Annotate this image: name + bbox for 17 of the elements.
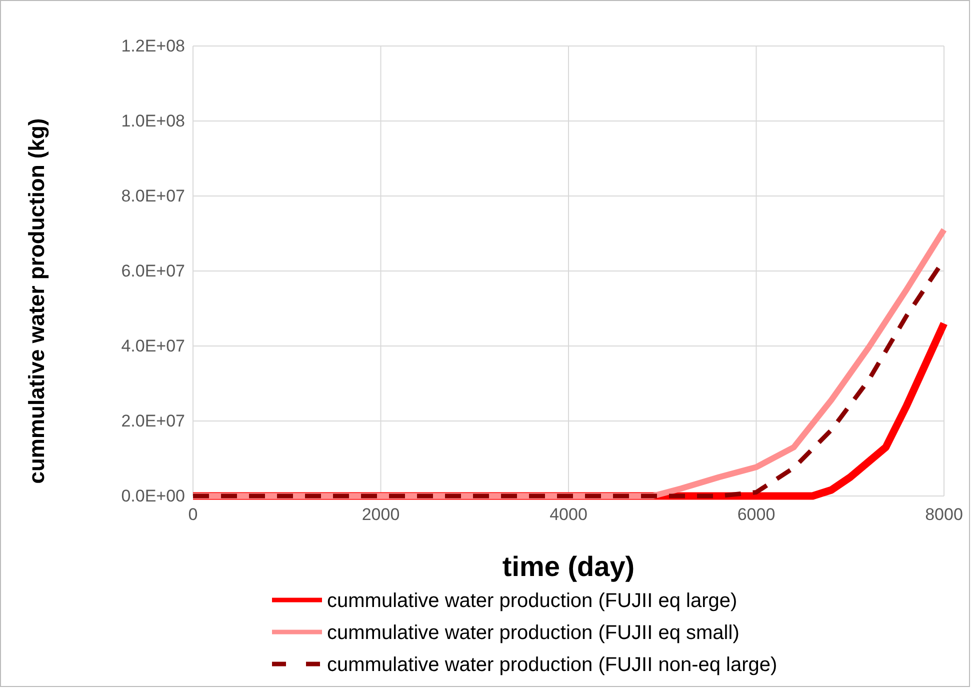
y-tick-label: 2.0E+07 bbox=[121, 411, 185, 430]
y-axis-title: cummulative water production (kg) bbox=[24, 118, 49, 484]
legend-label: cummulative water production (FUJII non-eq large) bbox=[327, 654, 778, 676]
x-tick-label: 2000 bbox=[362, 505, 400, 524]
y-tick-label: 4.0E+07 bbox=[121, 336, 185, 356]
y-tick-label: 1.2E+08 bbox=[121, 36, 185, 56]
y-tick-label: 1.0E+08 bbox=[121, 111, 185, 130]
y-tick-label: 0.0E+00 bbox=[121, 486, 185, 506]
y-tick-label: 8.0E+07 bbox=[121, 186, 185, 206]
x-tick-label: 4000 bbox=[550, 505, 588, 524]
legend-label: cummulative water production (FUJII eq large) bbox=[327, 590, 738, 612]
x-axis-title: time (day) bbox=[502, 551, 635, 582]
x-tick-label: 0 bbox=[188, 505, 198, 524]
x-tick-label: 8000 bbox=[925, 505, 963, 524]
legend-label: cummulative water production (FUJII eq small) bbox=[327, 622, 740, 644]
y-tick-label: 6.0E+07 bbox=[121, 261, 185, 280]
x-tick-label: 6000 bbox=[737, 505, 776, 524]
